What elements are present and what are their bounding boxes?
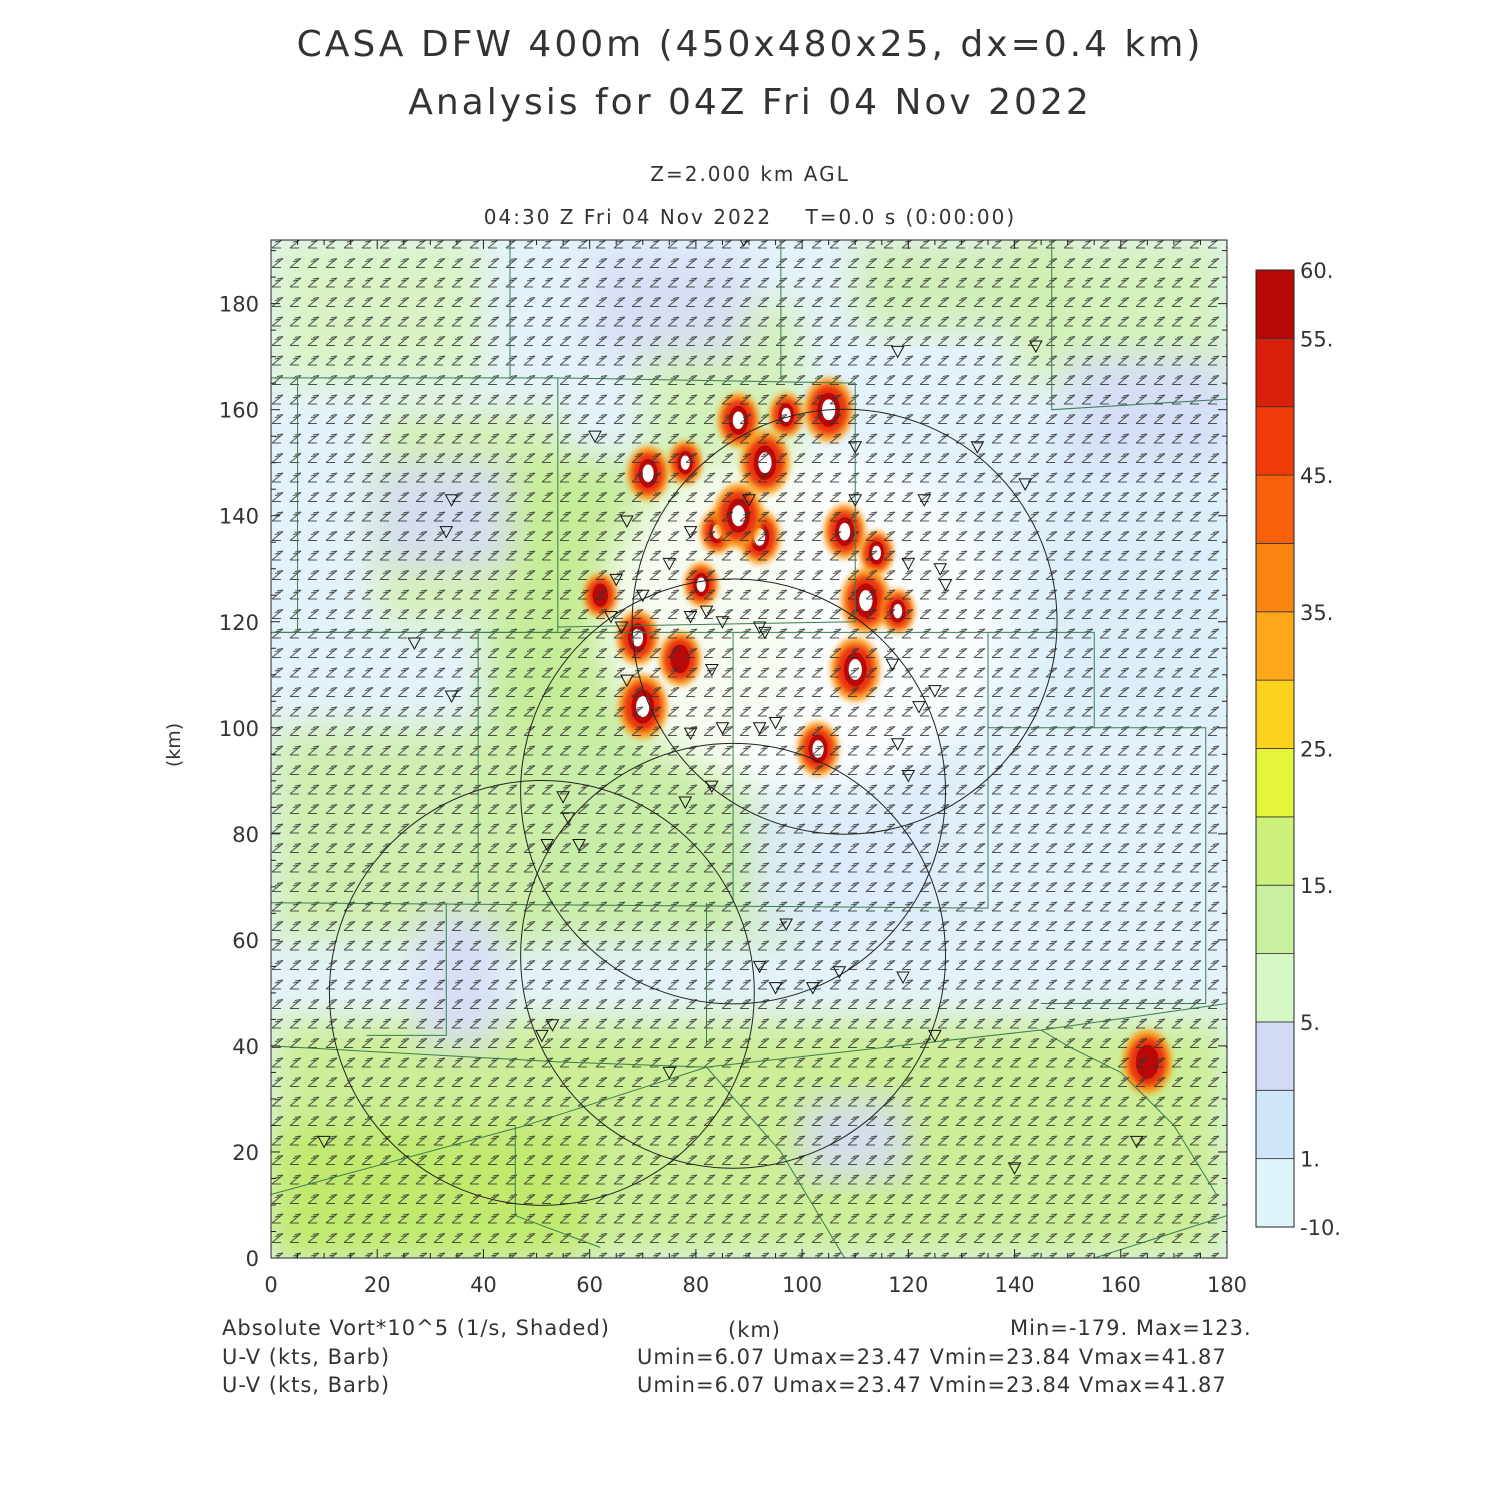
min-max-label: Min=-179. Max=123. <box>1010 1316 1252 1340</box>
level-label: Z=2.000 km AGL <box>650 162 850 186</box>
y-tick-label: 120 <box>219 611 259 635</box>
colorbar-tick-label: 35. <box>1300 601 1333 625</box>
radar-range-ring <box>631 408 1058 835</box>
colorbar-tick-label: 15. <box>1300 874 1333 898</box>
barb-label-2: U-V (kts, Barb) <box>222 1373 391 1397</box>
colorbar-swatch <box>1255 816 1295 886</box>
barb-label-1: U-V (kts, Barb) <box>222 1345 391 1369</box>
colorbar-swatch <box>1255 543 1295 613</box>
time-label: 04:30 Z Fri 04 Nov 2022 T=0.0 s (0:00:00… <box>483 205 1017 229</box>
colorbar-swatch <box>1255 1089 1295 1160</box>
colorbar-swatch <box>1255 269 1295 339</box>
x-tick-label: 100 <box>782 1273 822 1297</box>
y-tick-label: 180 <box>219 293 259 317</box>
x-tick-label: 180 <box>1207 1273 1247 1297</box>
y-tick-label: 80 <box>232 823 259 847</box>
wind-barbs <box>271 240 1227 1258</box>
radar-site-markers <box>317 240 1144 1175</box>
y-tick-label: 40 <box>232 1035 259 1059</box>
colorbar-tick-label: 5. <box>1300 1011 1320 1035</box>
colorbar: 60. 55. 45. 35. 25. 15. 5. 1. -10. <box>1255 259 1341 1240</box>
colorbar-swatch <box>1255 611 1295 681</box>
y-tick-label: 60 <box>232 929 259 953</box>
colorbar-swatch <box>1255 474 1295 544</box>
x-tick-label: 0 <box>264 1273 277 1297</box>
colorbar-swatch <box>1255 953 1295 1023</box>
colorbar-swatch <box>1255 337 1295 408</box>
y-tick-label: 100 <box>219 717 259 741</box>
colorbar-swatch <box>1255 406 1295 476</box>
chart-title-line1: CASA DFW 400m (450x480x25, dx=0.4 km) <box>296 24 1204 65</box>
colorbar-tick-label: 45. <box>1300 464 1333 488</box>
radar-range-ring <box>520 578 947 1005</box>
x-tick-label: 40 <box>470 1273 497 1297</box>
radar-range-ring <box>328 779 755 1206</box>
x-tick-label: 160 <box>1101 1273 1141 1297</box>
colorbar-tick-label: -10. <box>1300 1216 1341 1240</box>
colorbar-swatch <box>1255 884 1295 954</box>
radar-range-ring <box>520 742 947 1169</box>
colorbar-swatch <box>1255 1021 1295 1091</box>
colorbar-tick-label: 60. <box>1300 259 1333 283</box>
chart-title-line2: Analysis for 04Z Fri 04 Nov 2022 <box>408 82 1092 123</box>
y-tick-label: 140 <box>219 505 259 529</box>
colorbar-swatch <box>1255 748 1295 818</box>
x-tick-label: 80 <box>683 1273 710 1297</box>
y-tick-label: 20 <box>232 1141 259 1165</box>
colorbar-tick-label: 55. <box>1300 327 1333 351</box>
y-axis-label: (km) <box>163 723 185 767</box>
x-tick-label: 20 <box>364 1273 391 1297</box>
x-tick-label: 140 <box>995 1273 1035 1297</box>
y-tick-label: 0 <box>246 1247 259 1271</box>
colorbar-tick-label: 1. <box>1300 1148 1320 1172</box>
colorbar-swatch <box>1255 679 1295 749</box>
county-boundaries <box>271 240 1227 1258</box>
x-tick-label: 120 <box>888 1273 928 1297</box>
uv-stats-1: Umin=6.07 Umax=23.47 Vmin=23.84 Vmax=41.… <box>637 1345 1227 1369</box>
y-tick-label: 160 <box>219 399 259 423</box>
uv-stats-2: Umin=6.07 Umax=23.47 Vmin=23.84 Vmax=41.… <box>637 1373 1227 1397</box>
field-label: Absolute Vort*10^5 (1/s, Shaded) <box>222 1316 610 1340</box>
colorbar-swatch <box>1255 1158 1295 1228</box>
x-axis-label: (km) <box>728 1318 782 1342</box>
x-tick-label: 60 <box>576 1273 603 1297</box>
colorbar-tick-label: 25. <box>1300 738 1333 762</box>
